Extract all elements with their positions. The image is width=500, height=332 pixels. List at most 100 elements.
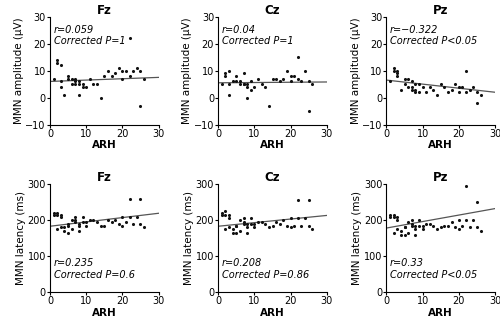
Point: [400, 225, 408, 230]
Point: [240, 216, 248, 221]
Point: [466, 225, 473, 230]
Point: [72, 217, 80, 223]
Title: Fz: Fz: [97, 4, 112, 17]
Point: [283, 223, 291, 228]
Point: [93, 81, 101, 87]
Point: [111, 71, 119, 76]
Point: [140, 225, 148, 230]
Point: [462, 183, 470, 189]
Point: [462, 217, 470, 223]
Point: [390, 68, 398, 73]
Point: [136, 68, 144, 73]
Point: [412, 90, 420, 95]
Point: [386, 79, 394, 84]
Point: [57, 62, 65, 68]
Point: [78, 214, 86, 219]
Point: [394, 214, 402, 219]
Point: [64, 76, 72, 81]
Point: [462, 68, 470, 73]
Point: [462, 90, 470, 95]
Point: [294, 76, 302, 81]
Point: [473, 225, 481, 230]
Point: [412, 232, 420, 237]
Point: [60, 92, 68, 98]
Point: [64, 73, 72, 79]
Point: [57, 225, 65, 230]
Point: [114, 65, 122, 71]
Point: [222, 226, 230, 232]
Point: [118, 223, 126, 228]
Point: [72, 81, 80, 87]
Point: [280, 217, 287, 223]
Point: [75, 79, 83, 84]
Point: [236, 79, 244, 84]
Point: [133, 65, 141, 71]
Point: [280, 76, 287, 81]
Point: [60, 225, 68, 230]
Point: [232, 223, 240, 228]
Point: [126, 73, 134, 79]
Point: [72, 79, 80, 84]
Point: [455, 84, 463, 90]
Point: [250, 225, 258, 230]
Point: [72, 214, 80, 219]
Point: [218, 212, 226, 217]
Point: [304, 198, 312, 203]
Point: [118, 214, 126, 219]
Point: [243, 225, 251, 230]
Point: [126, 196, 134, 201]
Point: [286, 79, 294, 84]
Point: [455, 226, 463, 232]
Point: [126, 36, 134, 41]
Point: [294, 216, 302, 221]
Point: [82, 219, 90, 224]
Point: [240, 81, 248, 87]
Point: [114, 221, 122, 226]
Point: [397, 87, 405, 92]
Point: [470, 84, 478, 90]
Point: [247, 87, 255, 92]
Point: [232, 223, 240, 228]
Point: [104, 217, 112, 223]
Point: [390, 230, 398, 235]
Point: [422, 90, 430, 95]
Point: [236, 81, 244, 87]
Point: [412, 223, 420, 228]
Point: [222, 73, 230, 79]
Point: [53, 60, 61, 65]
Point: [466, 87, 473, 92]
Point: [304, 79, 312, 84]
Point: [64, 223, 72, 228]
Y-axis label: MMN amplitude (μV): MMN amplitude (μV): [14, 17, 24, 124]
Point: [90, 217, 98, 223]
Y-axis label: MMN latency (ms): MMN latency (ms): [16, 191, 26, 285]
Point: [75, 92, 83, 98]
Point: [262, 84, 270, 90]
Point: [243, 95, 251, 100]
Point: [75, 223, 83, 228]
Point: [400, 81, 408, 87]
Point: [268, 223, 276, 228]
Point: [254, 76, 262, 81]
Point: [440, 84, 448, 90]
Point: [247, 221, 255, 226]
Point: [218, 81, 226, 87]
Point: [290, 73, 298, 79]
Point: [298, 223, 306, 228]
Point: [100, 73, 108, 79]
Point: [100, 223, 108, 228]
Point: [298, 79, 306, 84]
Y-axis label: MMN amplitude (μV): MMN amplitude (μV): [350, 17, 360, 124]
Point: [75, 81, 83, 87]
Point: [265, 225, 273, 230]
Point: [473, 200, 481, 205]
Point: [415, 223, 423, 228]
Point: [240, 221, 248, 226]
Point: [412, 81, 420, 87]
Point: [386, 214, 394, 219]
Point: [394, 71, 402, 76]
Point: [68, 76, 76, 81]
Point: [222, 208, 230, 214]
Point: [418, 226, 426, 232]
Point: [258, 219, 266, 224]
